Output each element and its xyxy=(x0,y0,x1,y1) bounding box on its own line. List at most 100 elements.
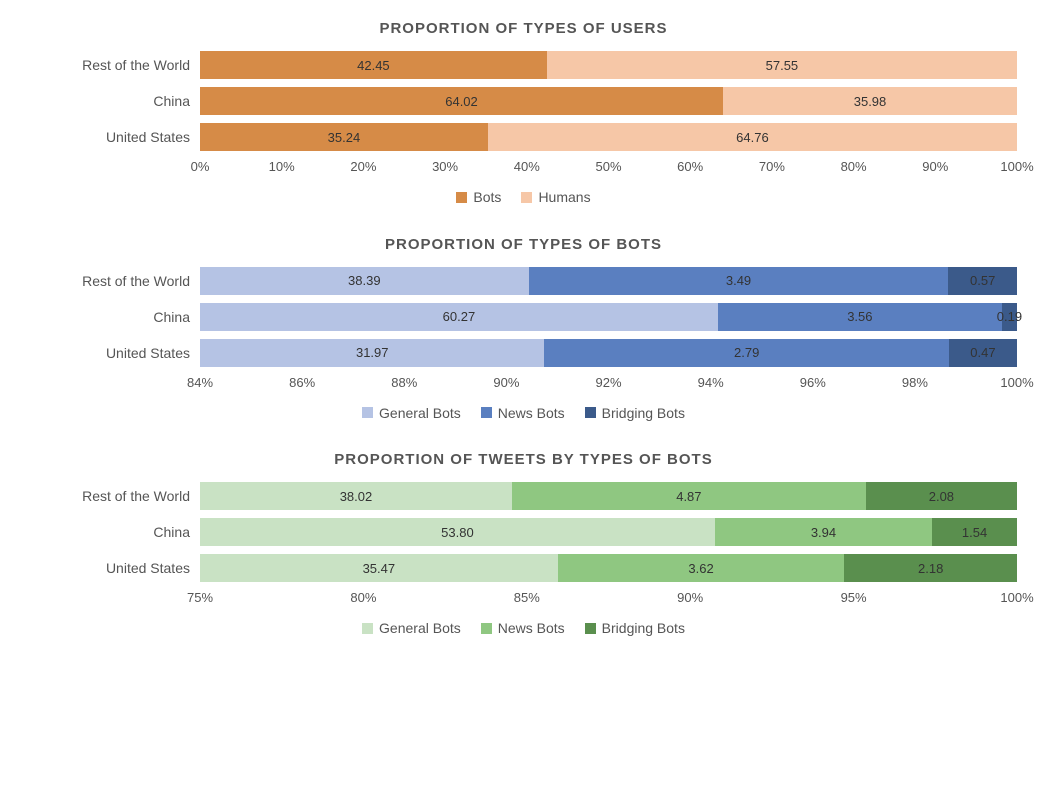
legend-swatch xyxy=(362,623,373,634)
segment-value-label: 2.18 xyxy=(918,561,943,576)
bar-segment: 38.39 xyxy=(200,267,529,295)
bar-segment: 3.94 xyxy=(715,518,932,546)
bar-segment: 38.02 xyxy=(200,482,512,510)
bar-track: 42.45 57.55 xyxy=(200,51,1017,79)
legend: General Bots News Bots Bridging Bots xyxy=(30,405,1017,422)
axis-tick: 86% xyxy=(289,375,315,390)
legend-label: General Bots xyxy=(379,405,461,421)
bar-row: China60.273.560.19 xyxy=(30,303,1017,331)
x-axis: 75%80%85%90%95%100% xyxy=(200,590,1017,610)
legend-item: Bridging Bots xyxy=(585,620,685,636)
chart-1: PROPORTION OF TYPES OF BOTSRest of the W… xyxy=(30,236,1017,422)
axis-tick: 100% xyxy=(1000,159,1033,174)
bar-row: China 53.80 3.94 1.54 xyxy=(30,518,1017,546)
segment-value-label: 38.02 xyxy=(340,489,373,504)
segment-value-label: 2.79 xyxy=(734,345,759,360)
segment-value-label: 35.47 xyxy=(363,561,396,576)
axis-tick: 94% xyxy=(698,375,724,390)
legend-swatch xyxy=(585,623,596,634)
plot-area: 38.024.872.08 xyxy=(200,482,1017,510)
legend-swatch xyxy=(362,407,373,418)
axis-tick: 50% xyxy=(595,159,621,174)
axis-tick: 84% xyxy=(187,375,213,390)
category-label: Rest of the World xyxy=(30,273,200,289)
plot-area: 38.39 3.49 0.57 xyxy=(200,267,1017,295)
axis-tick: 20% xyxy=(350,159,376,174)
plot-area: 42.45 57.55 xyxy=(200,51,1017,79)
segment-value-label: 35.98 xyxy=(854,94,887,109)
plot-area: 53.80 3.94 1.54 xyxy=(200,518,1017,546)
axis-tick: 0% xyxy=(191,159,210,174)
bar-track: 64.02 35.98 xyxy=(200,87,1017,115)
legend-swatch xyxy=(585,407,596,418)
legend-swatch xyxy=(521,192,532,203)
legend-label: Bridging Bots xyxy=(602,405,685,421)
bar-segment: 53.80 xyxy=(200,518,715,546)
bar-row: United States35.2464.76 xyxy=(30,123,1017,151)
axis-tick: 80% xyxy=(350,590,376,605)
segment-value-label: 3.56 xyxy=(847,309,872,324)
segment-value-label: 0.19 xyxy=(997,309,1022,324)
axis-tick: 96% xyxy=(800,375,826,390)
bar-segment: 57.55 xyxy=(547,51,1017,79)
bar-row: United States 35.47 3.62 2.18 xyxy=(30,554,1017,582)
bar-segment: 1.54 xyxy=(932,518,1017,546)
segment-value-label: 3.62 xyxy=(688,561,713,576)
axis-row: 75%80%85%90%95%100% xyxy=(30,590,1017,610)
bar-segment: 64.76 xyxy=(488,123,1017,151)
bar-row: Rest of the World 38.39 3.49 0.57 xyxy=(30,267,1017,295)
bar-row: Rest of the World38.024.872.08 xyxy=(30,482,1017,510)
axis-tick: 90% xyxy=(493,375,519,390)
plot-area: 64.02 35.98 xyxy=(200,87,1017,115)
segment-value-label: 57.55 xyxy=(766,58,799,73)
segment-value-label: 35.24 xyxy=(328,130,361,145)
axis-tick: 85% xyxy=(514,590,540,605)
legend: General Bots News Bots Bridging Bots xyxy=(30,620,1017,637)
axis-tick: 95% xyxy=(841,590,867,605)
bar-row: Rest of the World42.4557.55 xyxy=(30,51,1017,79)
legend-swatch xyxy=(481,623,492,634)
bar-segment: 64.02 xyxy=(200,87,723,115)
legend-swatch xyxy=(456,192,467,203)
segment-value-label: 60.27 xyxy=(443,309,476,324)
axis-row: 0%10%20%30%40%50%60%70%80%90%100% xyxy=(30,159,1017,179)
bar-segment: 35.98 xyxy=(723,87,1017,115)
segment-value-label: 31.97 xyxy=(356,345,389,360)
legend-item: Humans xyxy=(521,189,590,205)
category-label: United States xyxy=(30,345,200,361)
chart-2: PROPORTION OF TWEETS BY TYPES OF BOTSRes… xyxy=(30,451,1017,637)
legend-item: Bridging Bots xyxy=(585,405,685,421)
category-label: China xyxy=(30,524,200,540)
bar-track: 35.24 64.76 xyxy=(200,123,1017,151)
bar-segment: 35.24 xyxy=(200,123,488,151)
category-label: United States xyxy=(30,560,200,576)
segment-value-label: 42.45 xyxy=(357,58,390,73)
bar-track: 38.024.872.08 xyxy=(200,482,1017,510)
legend-item: News Bots xyxy=(481,405,565,421)
bar-segment: 3.62 xyxy=(558,554,845,582)
axis-tick: 60% xyxy=(677,159,703,174)
segment-value-label: 3.94 xyxy=(811,525,836,540)
bar-segment: 0.57 xyxy=(948,267,1017,295)
bar-track: 60.273.560.19 xyxy=(200,303,1017,331)
bar-segment: 2.79 xyxy=(544,339,948,367)
axis-tick: 30% xyxy=(432,159,458,174)
bar-track: 31.972.790.47 xyxy=(200,339,1017,367)
segment-value-label: 0.57 xyxy=(970,273,995,288)
legend-label: News Bots xyxy=(498,620,565,636)
axis-tick: 70% xyxy=(759,159,785,174)
legend-swatch xyxy=(481,407,492,418)
axis-tick: 40% xyxy=(514,159,540,174)
axis-tick: 90% xyxy=(922,159,948,174)
segment-value-label: 53.80 xyxy=(441,525,474,540)
segment-value-label: 1.54 xyxy=(962,525,987,540)
axis-row: 84%86%88%90%92%94%96%98%100% xyxy=(30,375,1017,395)
bar-track: 38.39 3.49 0.57 xyxy=(200,267,1017,295)
chart-title: PROPORTION OF TYPES OF USERS xyxy=(30,20,1017,37)
legend-label: General Bots xyxy=(379,620,461,636)
axis-tick: 88% xyxy=(391,375,417,390)
segment-value-label: 38.39 xyxy=(348,273,381,288)
segment-value-label: 3.49 xyxy=(726,273,751,288)
legend-label: Bots xyxy=(473,189,501,205)
axis-tick: 100% xyxy=(1000,375,1033,390)
